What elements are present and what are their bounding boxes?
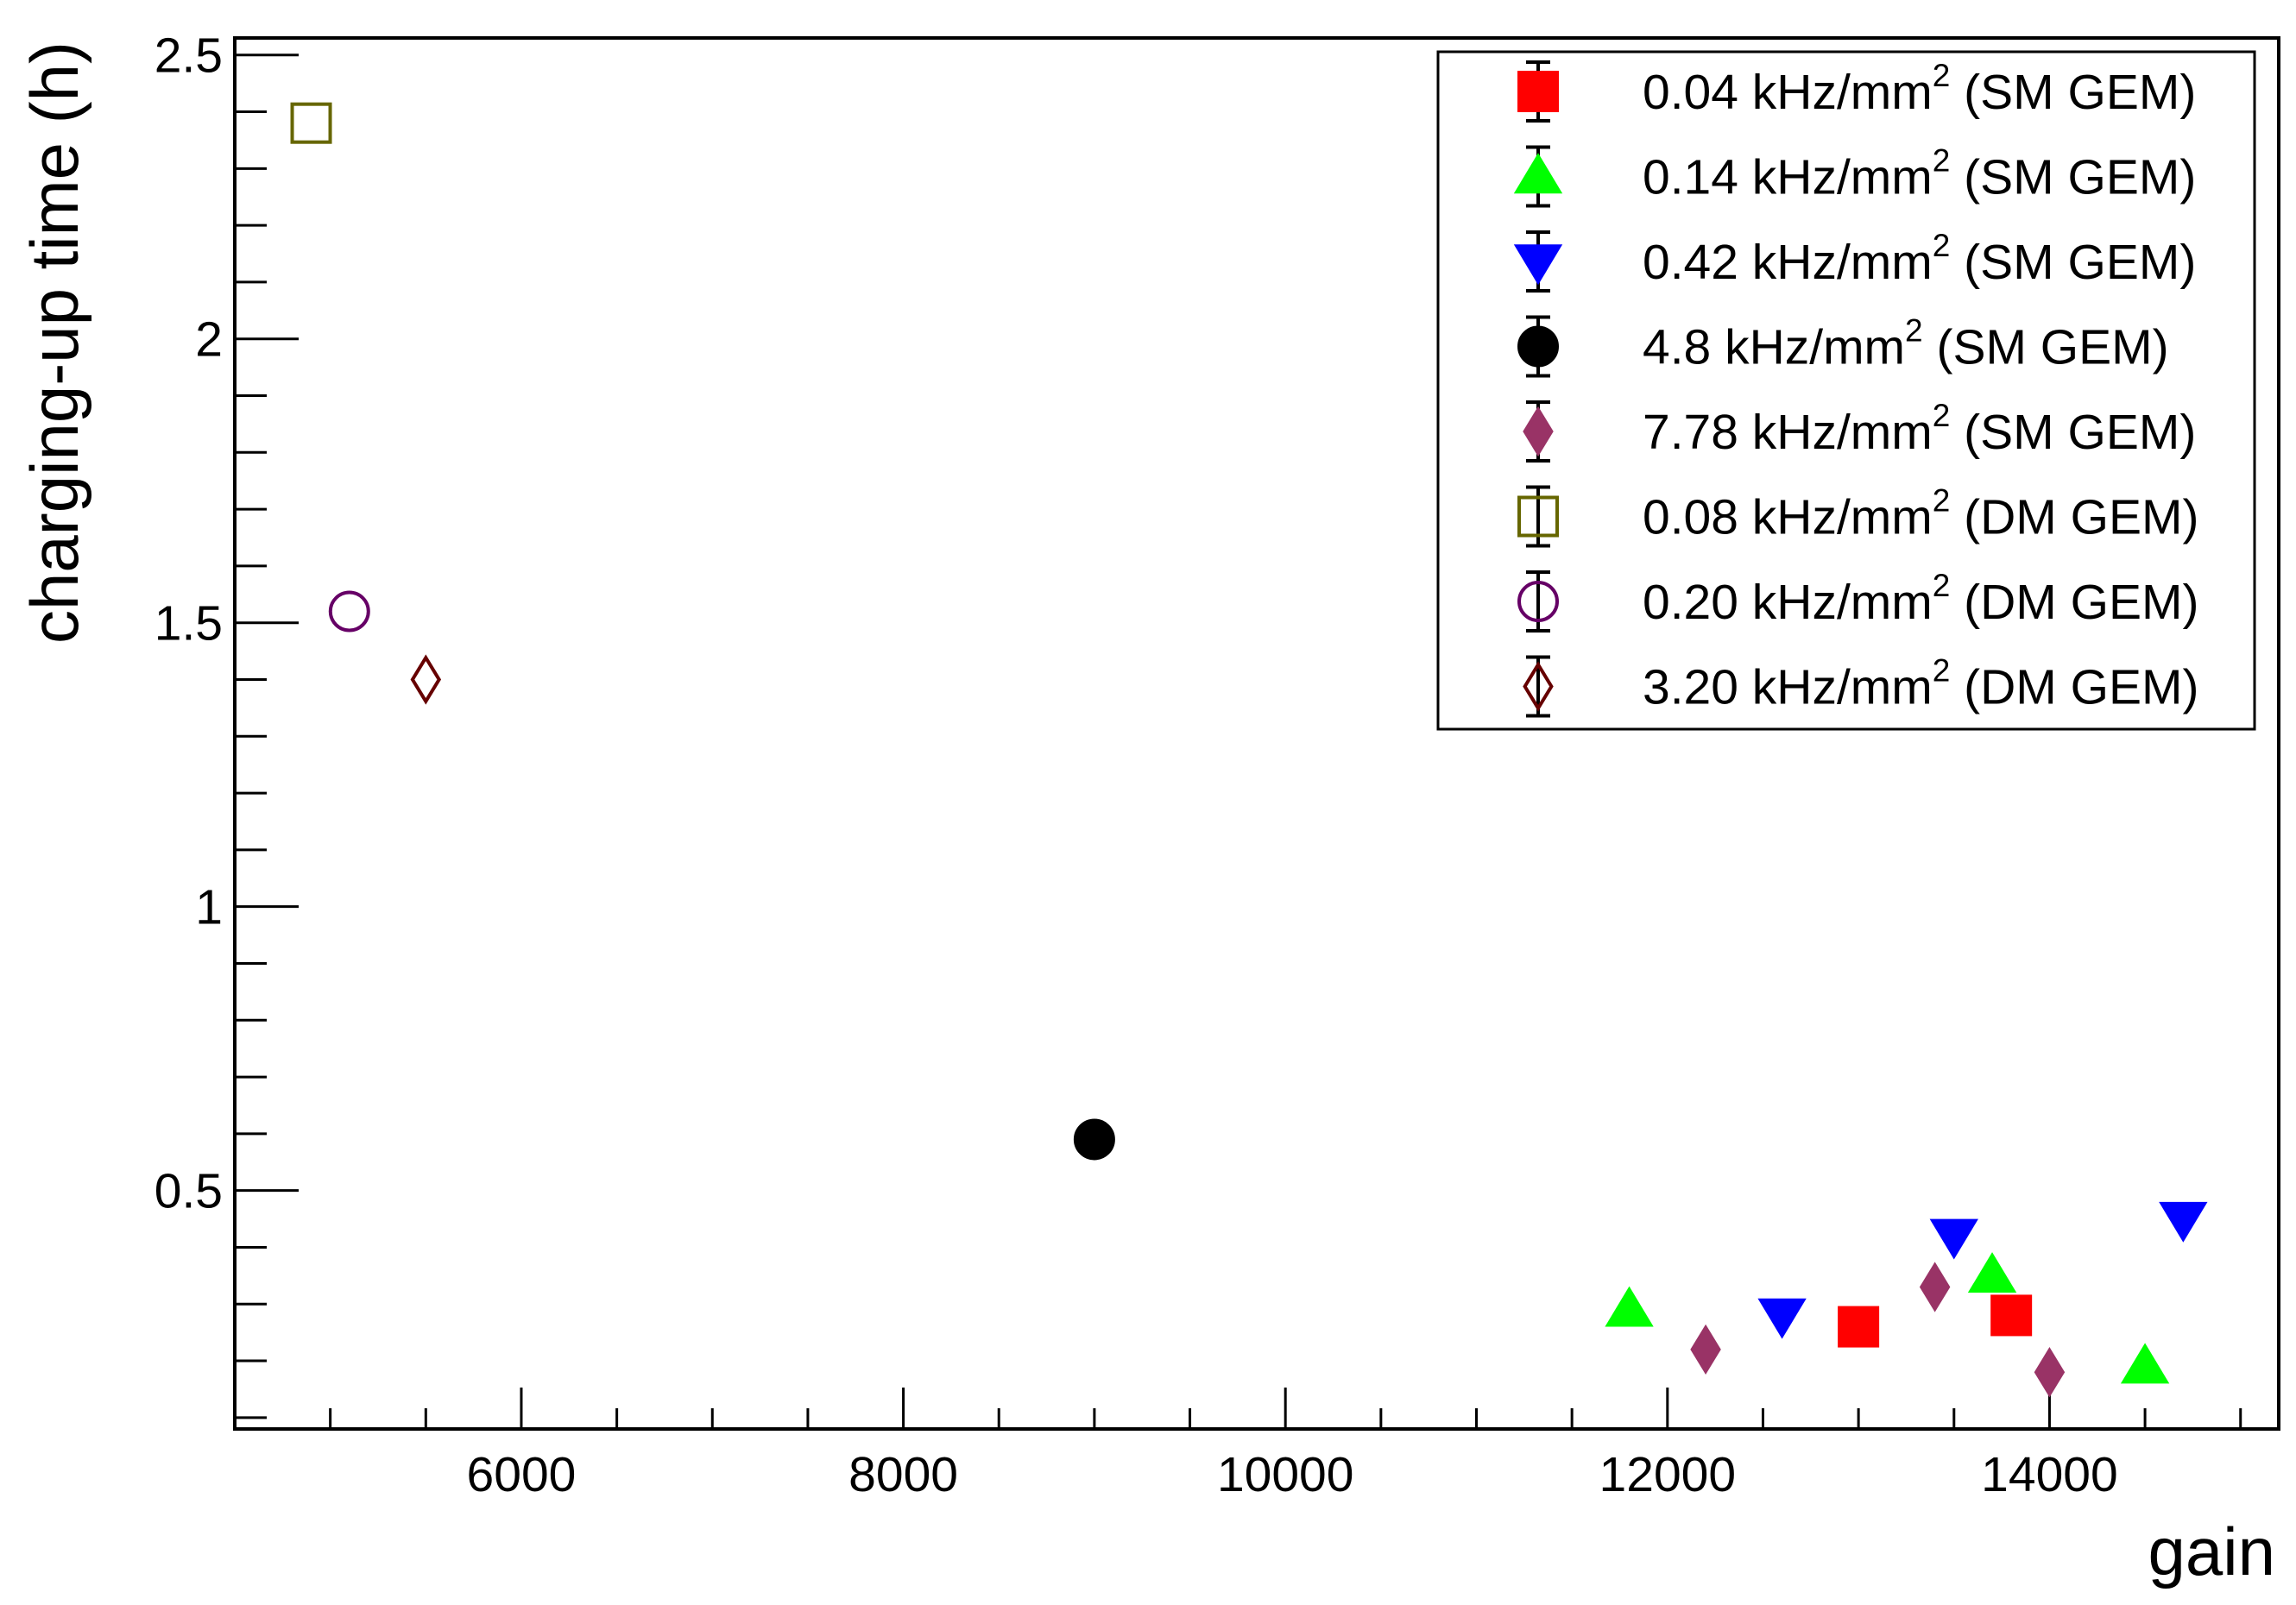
data-point-series-1	[1838, 1306, 1880, 1348]
legend-label-main: 0.04 kHz/mm	[1643, 65, 1933, 120]
legend-label-7: 0.20 kHz/mm2 (DM GEM)	[1643, 568, 2198, 630]
legend-label-4: 4.8 kHz/mm2 (SM GEM)	[1643, 313, 2169, 375]
legend-marker-8	[1523, 661, 1554, 712]
y-tick-label: 0.5	[155, 1164, 223, 1219]
x-axis-title: gain	[2148, 1514, 2275, 1589]
legend-label-main: 0.42 kHz/mm	[1643, 235, 1933, 290]
legend-label-superscript: 2	[1905, 313, 1923, 349]
data-point-series-7	[328, 590, 370, 633]
data-point-series-4	[1073, 1118, 1115, 1161]
data-point-series-5	[1919, 1262, 1951, 1312]
legend-marker-5	[1523, 406, 1554, 457]
legend-marker-3	[1513, 244, 1563, 286]
data-point-series-3	[2159, 1201, 2208, 1243]
legend-label-main: 7.78 kHz/mm	[1643, 405, 1933, 460]
legend-label-5: 7.78 kHz/mm2 (SM GEM)	[1643, 398, 2196, 460]
legend-label-main: 3.20 kHz/mm	[1643, 660, 1933, 715]
legend-label-superscript: 2	[1933, 58, 1951, 93]
plot-frame	[233, 36, 2280, 1431]
legend-box	[1436, 50, 2256, 731]
legend-label-suffix: (SM GEM)	[1950, 150, 2196, 205]
x-axis-ticks: 6000 8000 10000 12000 14000	[233, 1388, 2242, 1502]
data-point-series-8	[410, 654, 442, 705]
legend-label-suffix: (DM GEM)	[1950, 575, 2198, 630]
legend-marker-7	[1517, 581, 1559, 622]
legend-marker-2	[1513, 153, 1563, 194]
legend-marker-1	[1517, 71, 1559, 112]
legend-label-superscript: 2	[1933, 653, 1951, 689]
data-points	[290, 102, 2208, 1398]
legend-label-superscript: 2	[1933, 568, 1951, 603]
legend-label-3: 0.42 kHz/mm2 (SM GEM)	[1643, 228, 2196, 290]
x-tick-label: 14000	[1981, 1447, 2118, 1502]
legend-label-superscript: 2	[1933, 483, 1951, 519]
data-point-series-5	[2034, 1347, 2066, 1398]
legend-label-suffix: (DM GEM)	[1950, 660, 2198, 715]
legend-marker-4	[1517, 325, 1559, 368]
data-point-series-2	[1605, 1286, 1654, 1327]
legend-label-main: 0.20 kHz/mm	[1643, 575, 1933, 630]
y-tick-label: 2.5	[155, 28, 223, 84]
data-point-series-1	[1990, 1294, 2033, 1337]
legend-label-6: 0.08 kHz/mm2 (DM GEM)	[1643, 483, 2198, 545]
legend-label-2: 0.14 kHz/mm2 (SM GEM)	[1643, 143, 2196, 205]
legend-label-main: 0.14 kHz/mm	[1643, 150, 1933, 205]
legend-label-superscript: 2	[1933, 228, 1951, 263]
data-point-series-6	[290, 102, 332, 144]
y-axis-title: charging-up time (h)	[16, 41, 92, 644]
legend-label-suffix: (SM GEM)	[1923, 320, 2169, 375]
legend-label-suffix: (SM GEM)	[1950, 235, 2196, 290]
legend-label-main: 0.08 kHz/mm	[1643, 490, 1933, 545]
data-point-series-3	[1929, 1218, 1978, 1260]
y-tick-label: 1.5	[155, 596, 223, 651]
legend-marker-6	[1517, 495, 1559, 538]
legend-label-main: 4.8 kHz/mm	[1643, 320, 1905, 375]
legend-label-suffix: (SM GEM)	[1950, 65, 2196, 120]
data-point-series-2	[1967, 1252, 2017, 1293]
y-axis-ticks: 0.5 1 1.5 2 2.5	[155, 28, 299, 1419]
x-tick-label: 6000	[467, 1447, 577, 1502]
legend-label-suffix: (SM GEM)	[1950, 405, 2196, 460]
x-tick-label: 10000	[1217, 1447, 1354, 1502]
y-tick-label: 2	[195, 312, 223, 368]
legend-label-suffix: (DM GEM)	[1950, 490, 2198, 545]
data-point-series-3	[1757, 1298, 1807, 1339]
data-point-series-2	[2120, 1343, 2170, 1384]
y-tick-label: 1	[195, 880, 223, 935]
legend-label-superscript: 2	[1933, 143, 1951, 179]
legend-label-superscript: 2	[1933, 398, 1951, 433]
legend-label-1: 0.04 kHz/mm2 (SM GEM)	[1643, 58, 2196, 120]
legend: 0.04 kHz/mm2 (SM GEM)0.14 kHz/mm2 (SM GE…	[1436, 50, 2256, 731]
data-point-series-5	[1690, 1324, 1721, 1375]
x-tick-label: 12000	[1599, 1447, 1737, 1502]
legend-label-8: 3.20 kHz/mm2 (DM GEM)	[1643, 653, 2198, 715]
x-tick-label: 8000	[848, 1447, 958, 1502]
